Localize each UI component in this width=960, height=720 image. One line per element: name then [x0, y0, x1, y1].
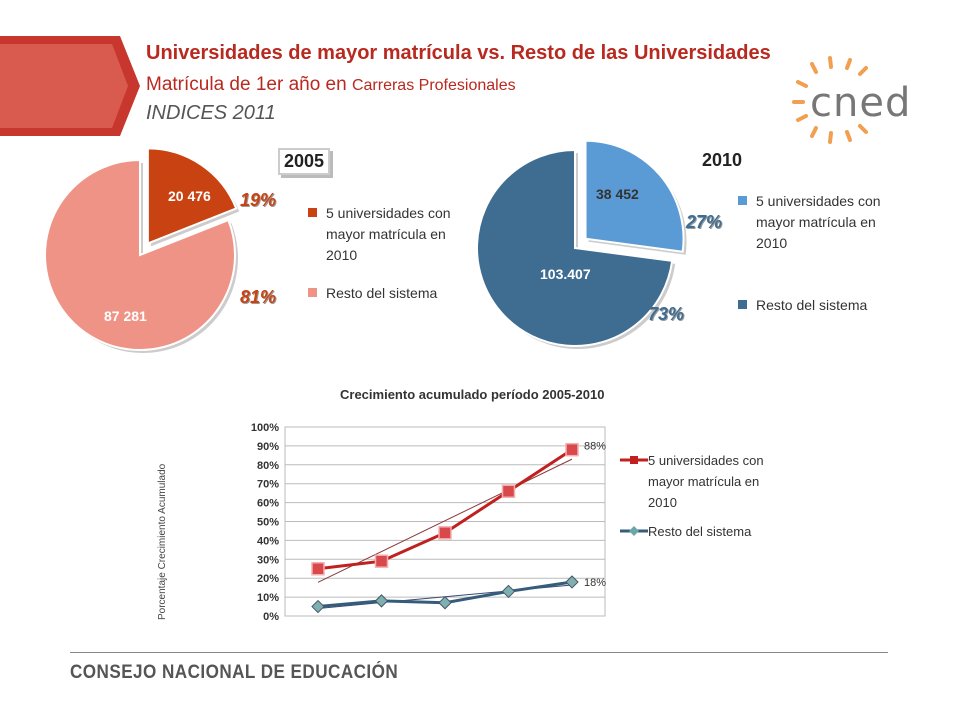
logo-text: cned — [810, 80, 912, 126]
cned-logo-icon — [792, 56, 868, 144]
data-point — [311, 599, 325, 614]
y-tick-label: 40% — [257, 535, 279, 547]
y-tick-label: 70% — [257, 479, 279, 491]
y-axis-label: Porcentaje Crecimiento Acumulado — [157, 463, 168, 620]
data-point — [501, 484, 516, 499]
data-point — [311, 562, 325, 576]
pie-percent-label: 81% — [240, 287, 277, 307]
trendline — [317, 458, 573, 583]
legend-line-marker-icon — [620, 526, 648, 536]
pie-chart-2005 — [44, 147, 240, 353]
pie-slice — [476, 148, 674, 347]
index-label: INDICES 2011 — [146, 102, 276, 124]
legend-item: 5 universidades con mayor matrícula en 2… — [738, 191, 928, 257]
data-point — [438, 596, 452, 610]
pie-percent-label: 27% — [686, 212, 723, 232]
footer-org-name: CONSEJO NACIONAL DE EDUCACIÓN — [70, 662, 399, 683]
legend-item: Resto del sistema — [308, 283, 498, 305]
legend-swatch — [308, 208, 317, 217]
data-label: 88% — [584, 441, 606, 453]
legend-item: Resto del sistema — [738, 295, 928, 317]
pie-percent-label: 19% — [240, 190, 277, 210]
y-tick-label: 10% — [257, 592, 279, 604]
line-legend-item: 5 universidades con mayor matrícula en 2… — [620, 450, 790, 514]
header-ribbon — [0, 36, 140, 136]
pie-percent-label: 73% — [648, 304, 685, 324]
legend-swatch — [308, 288, 317, 297]
data-label: 18% — [584, 577, 606, 589]
year-label-2010: 2010 — [702, 150, 743, 170]
line-legend-item: Resto del sistema — [620, 521, 790, 543]
line-chart: 0% 10% 20% 30% 40% 50% 60% 70% 80% 90% 100% 88% 18% — [251, 422, 606, 623]
data-point — [501, 584, 516, 599]
y-tick-label: 0% — [263, 611, 279, 623]
y-tick-label: 80% — [257, 460, 279, 472]
pie-slice — [146, 147, 238, 245]
data-point — [565, 575, 579, 589]
data-point — [374, 594, 389, 608]
pie-value-label: 20 476 — [168, 188, 211, 204]
pie-slice — [44, 158, 236, 351]
y-tick-label: 90% — [257, 441, 279, 453]
data-point — [565, 442, 579, 457]
legend-swatch — [738, 300, 747, 309]
legend-swatch — [738, 196, 747, 205]
pie-value-label: 103.407 — [540, 266, 591, 282]
pie-value-label: 38 452 — [596, 186, 639, 202]
y-tick-label: 50% — [257, 517, 279, 529]
pie-value-label: 87 281 — [104, 308, 147, 324]
page-subtitle: Matrícula de 1er año en Carreras Profesi… — [146, 74, 516, 95]
page-title: Universidades de mayor matrícula vs. Res… — [146, 42, 771, 64]
data-point — [374, 554, 389, 568]
pie-chart-2010 — [476, 139, 687, 349]
footer-divider — [70, 652, 888, 653]
legend-line-marker-icon — [620, 456, 648, 464]
legend-item: 5 universidades con mayor matrícula en 2… — [308, 203, 498, 269]
pie-slice — [584, 139, 685, 253]
year-label-2005: 2005 — [278, 148, 331, 175]
y-tick-label: 100% — [251, 422, 279, 434]
y-tick-label: 60% — [257, 498, 279, 510]
y-tick-label: 30% — [257, 554, 279, 566]
y-tick-label: 20% — [257, 573, 279, 585]
line-chart-title: Crecimiento acumulado período 2005-2010 — [340, 387, 605, 402]
data-point — [438, 526, 452, 540]
